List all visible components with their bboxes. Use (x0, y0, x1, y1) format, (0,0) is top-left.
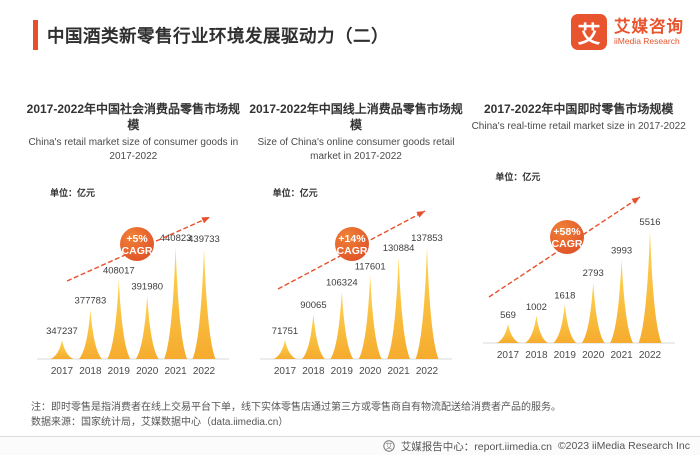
chart-panel-consumer-goods: 2017-2022年中国社会消费品零售市场规模 China's retail m… (26, 101, 241, 387)
svg-text:377783: 377783 (75, 296, 107, 307)
svg-text:347237: 347237 (46, 326, 78, 337)
svg-text:2017: 2017 (51, 366, 74, 377)
brand-name-cn: 艾媒咨询 (614, 18, 684, 36)
chart-title-en: China's real-time retail market size in … (471, 121, 686, 132)
svg-text:+5%: +5% (127, 233, 149, 245)
spike-chart-online-retail: 71751 2017 90065 2018 106324 2019 117601 2020 13… (260, 210, 452, 377)
iimedia-seal-icon: 艾 (383, 440, 395, 452)
chart-title-en: China's retail market size of consumer g… (28, 137, 239, 162)
svg-text:2020: 2020 (582, 350, 605, 361)
svg-text:2020: 2020 (136, 366, 159, 377)
chart-panel-online-retail: 2017-2022年中国线上消费品零售市场规模 Size of China's … (249, 101, 464, 387)
charts-row: 2017-2022年中国社会消费品零售市场规模 China's retail m… (26, 101, 686, 387)
svg-text:2022: 2022 (416, 366, 439, 377)
svg-text:2793: 2793 (582, 268, 603, 279)
header: 中国酒类新零售行业环境发展驱动力（二） (33, 20, 389, 50)
svg-text:569: 569 (500, 310, 516, 321)
svg-text:2018: 2018 (302, 366, 325, 377)
svg-text:3993: 3993 (611, 246, 632, 257)
svg-text:2021: 2021 (610, 350, 633, 361)
brand-logo-text: 艾媒咨询 iiMedia Research (614, 18, 684, 46)
chart-title-en: Size of China's online consumer goods re… (257, 137, 455, 162)
svg-text:440823: 440823 (160, 233, 192, 244)
footnote: 注：即时零售是指消费者在线上交易平台下单，线下实体零售店通过第三方或零售商自有物… (31, 402, 561, 413)
svg-text:1618: 1618 (554, 290, 575, 301)
svg-text:106324: 106324 (326, 277, 358, 288)
data-source: 数据来源：国家统计局，艾媒数据中心（data.iimedia.cn） (31, 417, 289, 428)
svg-text:130884: 130884 (383, 243, 415, 254)
svg-text:2018: 2018 (525, 350, 548, 361)
svg-text:90065: 90065 (300, 300, 326, 311)
report-center-url: 艾媒报告中心：report.iimedia.cn (400, 440, 552, 453)
chart-panel-realtime-retail: 2017-2022年中国即时零售市场规模 China's real-time r… (471, 101, 686, 387)
svg-text:2022: 2022 (639, 350, 662, 361)
svg-text:71751: 71751 (272, 326, 298, 337)
chart-title-cn: 2017-2022年中国社会消费品零售市场规模 (26, 102, 241, 132)
svg-text:2017: 2017 (274, 366, 297, 377)
spike-chart-realtime-retail: 569 2017 1002 2018 1618 2019 2793 2020 3993 2021 5… (482, 196, 675, 361)
svg-text:CAGR: CAGR (337, 245, 368, 257)
svg-text:408017: 408017 (103, 266, 135, 277)
svg-text:2019: 2019 (108, 366, 131, 377)
svg-text:2021: 2021 (165, 366, 188, 377)
brand-logo: 艾 艾媒咨询 iiMedia Research (571, 14, 684, 50)
brand-name-en: iiMedia Research (614, 36, 680, 46)
svg-text:艾: 艾 (385, 442, 392, 450)
svg-text:117601: 117601 (355, 261, 386, 272)
footer-notes: 注：即时零售是指消费者在线上交易平台下单，线下实体零售店通过第三方或零售商自有物… (31, 400, 680, 430)
spike-chart-consumer-goods: 347237 2017 377783 2018 408017 2019 391980 2020… (37, 216, 230, 377)
svg-text:CAGR: CAGR (122, 245, 153, 257)
svg-text:439733: 439733 (188, 234, 220, 245)
title-accent-bar (33, 20, 38, 50)
svg-text:2022: 2022 (193, 366, 216, 377)
svg-text:5516: 5516 (639, 217, 660, 228)
svg-text:2020: 2020 (359, 366, 382, 377)
svg-text:2019: 2019 (331, 366, 354, 377)
svg-text:1002: 1002 (526, 302, 547, 313)
chart-title-cn: 2017-2022年中国即时零售市场规模 (483, 102, 674, 116)
unit-label: 单位：亿元 (495, 172, 541, 182)
bottom-bar: 艾 艾媒报告中心：report.iimedia.cn ©2023 iiMedia… (0, 436, 700, 455)
chart-title-cn: 2017-2022年中国线上消费品零售市场规模 (249, 102, 463, 132)
svg-text:+14%: +14% (338, 233, 366, 245)
svg-text:137853: 137853 (411, 233, 443, 244)
svg-text:CAGR: CAGR (551, 238, 582, 250)
copyright: ©2023 iiMedia Research Inc (557, 440, 690, 452)
svg-text:2017: 2017 (497, 350, 520, 361)
brand-logo-icon: 艾 (571, 14, 607, 50)
unit-label: 单位：亿元 (272, 188, 318, 198)
svg-text:+58%: +58% (553, 226, 581, 238)
svg-text:2019: 2019 (553, 350, 576, 361)
svg-text:391980: 391980 (132, 282, 164, 293)
svg-text:2018: 2018 (80, 366, 103, 377)
svg-text:2021: 2021 (387, 366, 410, 377)
page-title: 中国酒类新零售行业环境发展驱动力（二） (47, 25, 389, 46)
unit-label: 单位：亿元 (50, 188, 96, 198)
